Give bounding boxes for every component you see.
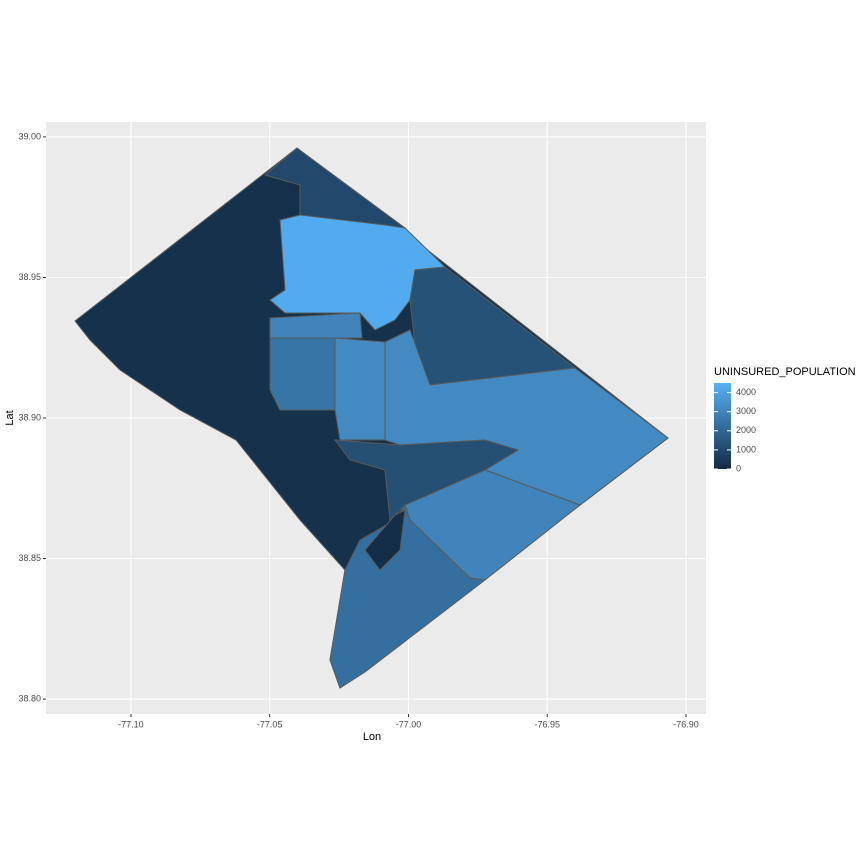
y-tick-label: 38.90 bbox=[18, 412, 41, 422]
region bbox=[334, 337, 386, 441]
legend-label: 4000 bbox=[736, 387, 756, 397]
y-tick-label: 38.85 bbox=[18, 553, 41, 563]
legend-label: 1000 bbox=[736, 444, 756, 454]
region bbox=[269, 312, 363, 339]
region bbox=[333, 439, 520, 522]
region bbox=[269, 214, 447, 331]
colorbar bbox=[714, 383, 731, 469]
x-tick-label: -77.00 bbox=[396, 719, 422, 729]
y-tick-label: 38.80 bbox=[18, 693, 41, 703]
legend-label: 2000 bbox=[736, 425, 756, 435]
legend-title: UNINSURED_POPULATION bbox=[714, 366, 856, 378]
x-tick-label: -77.10 bbox=[118, 719, 144, 729]
region bbox=[269, 337, 336, 411]
legend-label: 0 bbox=[736, 463, 741, 473]
legend-label: 3000 bbox=[736, 406, 756, 416]
x-tick-label: -77.05 bbox=[257, 719, 283, 729]
x-tick-label: -76.90 bbox=[673, 719, 699, 729]
y-tick-label: 39.00 bbox=[18, 131, 41, 141]
region bbox=[263, 147, 407, 229]
x-axis-title: Lon bbox=[363, 731, 381, 743]
x-tick-label: -76.95 bbox=[534, 719, 560, 729]
region bbox=[364, 509, 406, 571]
y-tick-label: 38.95 bbox=[18, 272, 41, 282]
y-axis-title: Lat bbox=[4, 410, 16, 425]
